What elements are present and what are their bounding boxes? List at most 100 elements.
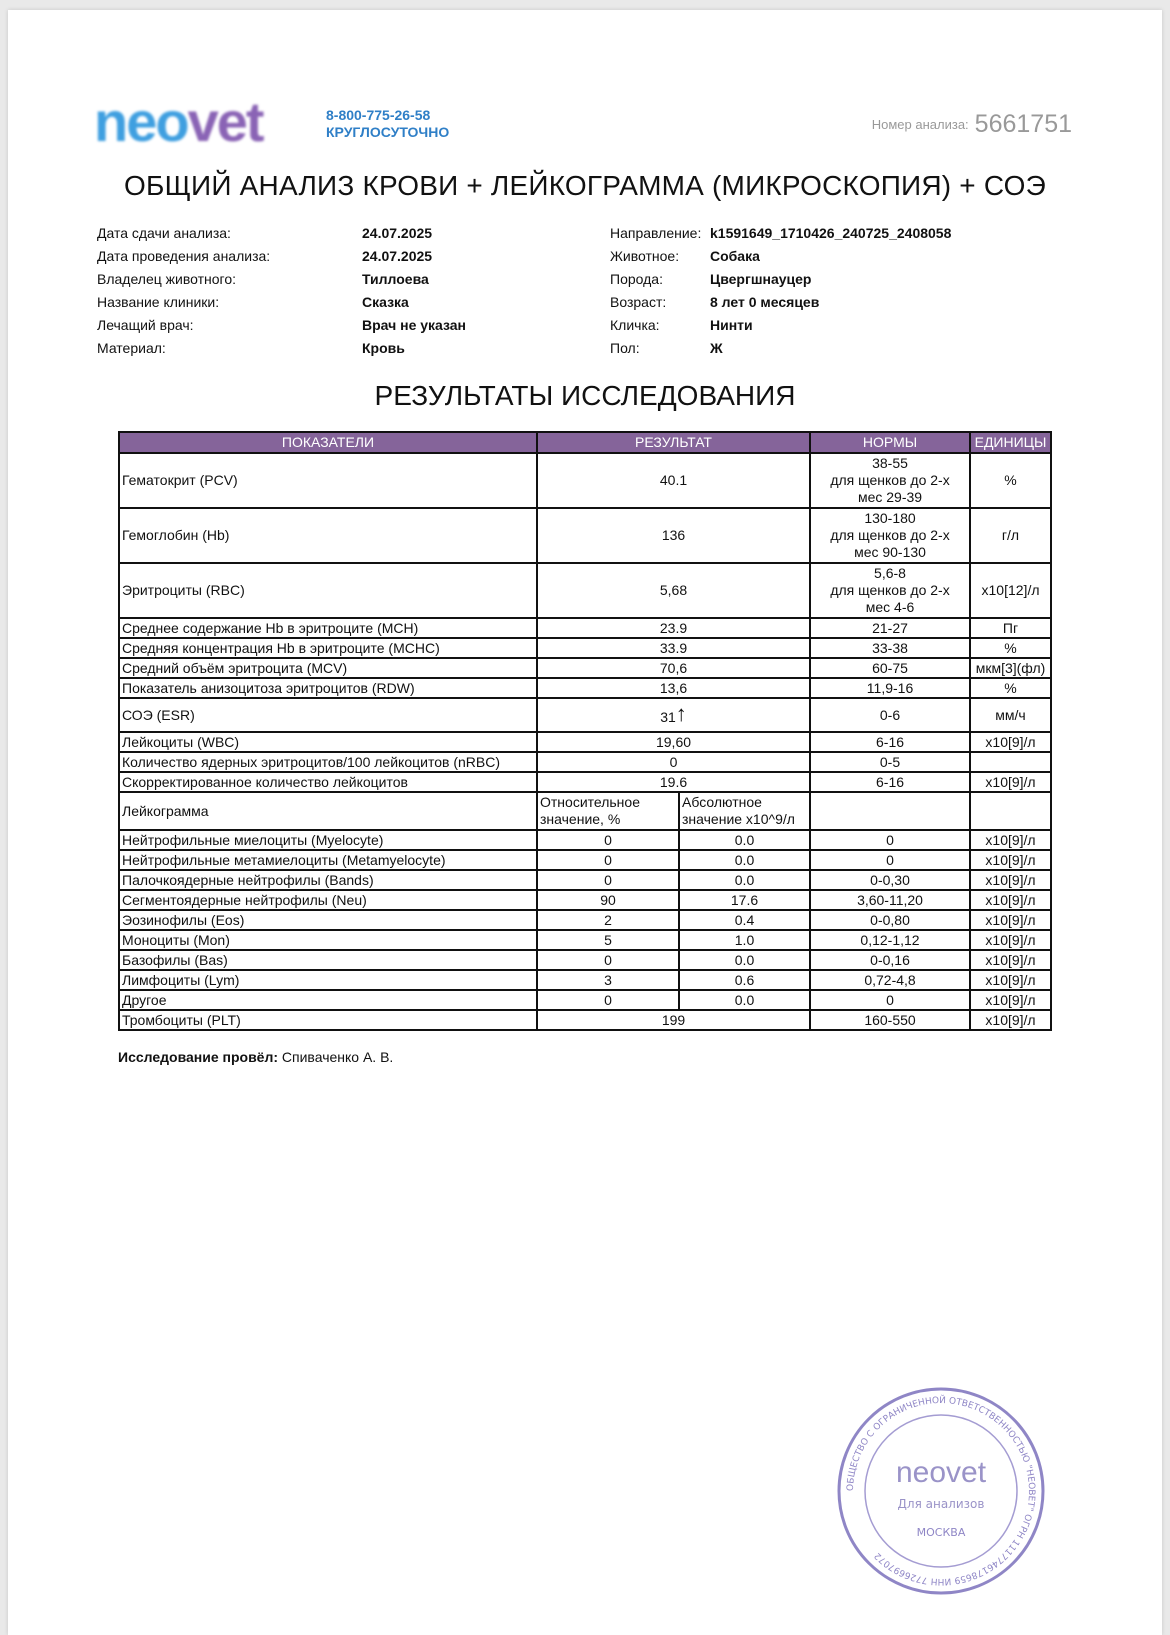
- document-title: ОБЩИЙ АНАЛИЗ КРОВИ + ЛЕЙКОГРАММА (МИКРОС…: [124, 170, 1046, 201]
- norm-line: мес 4-6: [865, 599, 915, 615]
- norm-range: 0-0,80: [809, 909, 972, 931]
- norm-range: 38-55 для щенков до 2-х мес 29-39: [809, 452, 972, 509]
- column-header: ПОКАЗАТЕЛИ: [118, 431, 538, 454]
- info-value: Тиллоева: [362, 271, 429, 287]
- absolute-value: 0.0: [677, 869, 812, 891]
- leukogram-row: Палочкоядерные нейтрофилы (Bands) 0 0.0 0-0…: [118, 869, 1053, 891]
- info-value: Цвергшнауцер: [710, 271, 812, 287]
- cell-type-name: Нейтрофильные миелоциты (Myelocyte): [118, 829, 538, 851]
- norm-range: 6-16: [809, 771, 972, 793]
- unit: x10[9]/л: [969, 849, 1053, 871]
- norm-range: 0-6: [809, 697, 972, 733]
- norm-range: 11,9-16: [809, 677, 972, 699]
- result-number: 13,6: [659, 679, 688, 696]
- neovet-logo: neovet: [94, 90, 264, 153]
- table-row: Скорректированное количество лейкоцитов 1…: [118, 771, 1053, 793]
- relative-value-header: Относительное значение, %: [536, 791, 680, 831]
- column-header: НОРМЫ: [809, 431, 972, 454]
- info-left: Дата сдачи анализа: 24.07.2025 Дата провед…: [97, 222, 466, 360]
- result-value: 40.1: [535, 452, 812, 509]
- info-row: Лечащий врач: Врач не указан: [97, 314, 466, 337]
- table-row: Тромбоциты (PLT) 199 160-550 x10[9]/л: [118, 1009, 1053, 1031]
- info-label: Направление:: [610, 225, 702, 241]
- contact-block: 8-800-775-26-58 КРУГЛОСУТОЧНО: [326, 107, 449, 141]
- table-row: Количество ядерных эритроцитов/100 лейко…: [118, 751, 1053, 773]
- unit: x10[9]/л: [969, 929, 1053, 951]
- performed-by: Исследование провёл: Спиваченко А. В.: [118, 1049, 1050, 1065]
- relative-value: 0: [536, 869, 680, 891]
- norm-range: 0,72-4,8: [809, 969, 972, 991]
- norm-line: 38-55: [872, 455, 908, 471]
- unit: x10[9]/л: [969, 909, 1053, 931]
- info-value: k1591649_1710426_240725_2408058: [710, 225, 952, 241]
- unit: x10[9]/л: [969, 869, 1053, 891]
- unit: г/л: [969, 507, 1053, 564]
- cell-type-name: Эозинофилы (Eos): [118, 909, 538, 931]
- result-value: 19.6: [535, 771, 812, 793]
- parameter-name: Гемоглобин (Hb): [118, 507, 538, 564]
- info-label: Возраст:: [610, 294, 667, 310]
- absolute-value: 1.0: [677, 929, 812, 951]
- absolute-value: 0.6: [677, 969, 812, 991]
- info-row: Материал: Кровь: [97, 337, 466, 360]
- info-row: Кличка: Нинти: [610, 314, 951, 337]
- info-right: Направление: k1591649_1710426_240725_2408…: [610, 222, 951, 360]
- performed-by-name: Спиваченко А. В.: [281, 1049, 394, 1065]
- absolute-value: 0.0: [677, 989, 812, 1011]
- results-title: РЕЗУЛЬТАТЫ ИССЛЕДОВАНИЯ: [374, 380, 796, 411]
- relative-value: 0: [536, 949, 680, 971]
- info-row: Направление: k1591649_1710426_240725_2408…: [610, 222, 951, 245]
- info-value: Нинти: [710, 317, 753, 333]
- leukogram-row: Эозинофилы (Eos) 2 0.4 0-0,80 x10[9]/л: [118, 909, 1053, 931]
- result-value: 19,60: [535, 731, 812, 753]
- norm-range: 0: [809, 989, 972, 1011]
- table-row: Средний объём эритроцита (MCV) 70,6 60-75 м…: [118, 657, 1053, 679]
- table-row: СОЭ (ESR) 31↑ 0-6 мм/ч: [118, 697, 1053, 733]
- unit: мкм[3](фл): [969, 657, 1053, 679]
- result-value: 31↑: [535, 697, 812, 733]
- info-row: Пол: Ж: [610, 337, 951, 360]
- norm-line: 130-180: [864, 510, 916, 526]
- result-number: 31: [660, 708, 676, 725]
- analysis-number-value: 5661751: [974, 110, 1072, 138]
- leukogram-row: Нейтрофильные миелоциты (Myelocyte) 0 0.0 0…: [118, 829, 1053, 851]
- parameter-name: Средняя концентрация Hb в эритроците (MC…: [118, 637, 538, 659]
- absolute-value: 0.4: [677, 909, 812, 931]
- cell-type-name: Базофилы (Bas): [118, 949, 538, 971]
- cell-type-name: Лимфоциты (Lym): [118, 969, 538, 991]
- cell-type-name: Сегментоядерные нейтрофилы (Neu): [118, 889, 538, 911]
- info-row: Название клиники: Сказка: [97, 291, 466, 314]
- info-row: Животное: Собака: [610, 245, 951, 268]
- unit: Пг: [969, 617, 1053, 639]
- results-table: ПОКАЗАТЕЛИ РЕЗУЛЬТАТ НОРМЫ ЕДИНИЦЫ Гемат…: [118, 431, 1053, 1031]
- absolute-value-header: Абсолютное значение x10^9/л: [677, 791, 812, 831]
- unit: x10[9]/л: [969, 731, 1053, 753]
- info-row: Дата проведения анализа: 24.07.2025: [97, 245, 466, 268]
- norm-line: 33-38: [872, 639, 908, 656]
- phone-number: 8-800-775-26-58: [326, 107, 431, 123]
- norm-range: 0: [809, 829, 972, 851]
- result-number: 19,60: [655, 733, 692, 750]
- company-stamp: ОБЩЕСТВО С ОГРАНИЧЕННОЙ ОТВЕТСТВЕННОСТЬЮ…: [837, 1387, 1045, 1595]
- absolute-value: 0.0: [677, 949, 812, 971]
- unit: x10[9]/л: [969, 1009, 1053, 1031]
- norm-range: 5,6-8 для щенков до 2-х мес 4-6: [809, 562, 972, 619]
- info-row: Порода: Цвергшнауцер: [610, 268, 951, 291]
- leukogram-header-row: Лейкограмма Относительное значение, % Абсо…: [118, 791, 1053, 831]
- info-label: Название клиники:: [97, 294, 220, 310]
- table-header: ПОКАЗАТЕЛИ РЕЗУЛЬТАТ НОРМЫ ЕДИНИЦЫ: [118, 431, 1053, 454]
- unit: %: [969, 677, 1053, 699]
- table-row: Гемоглобин (Hb) 136 130-180 для щенков до 2…: [118, 507, 1053, 564]
- result-value: 0: [535, 751, 812, 773]
- phone-note: КРУГЛОСУТОЧНО: [326, 124, 450, 140]
- leukogram-row: Лимфоциты (Lym) 3 0.6 0,72-4,8 x10[9]/л: [118, 969, 1053, 991]
- unit: x10[9]/л: [969, 771, 1053, 793]
- leukogram-row: Другое 0 0.0 0 x10[9]/л: [118, 989, 1053, 1011]
- leukogram-row: Моноциты (Mon) 5 1.0 0,12-1,12 x10[9]/л: [118, 929, 1053, 951]
- empty-cell: [809, 791, 972, 831]
- relative-value: 3: [536, 969, 680, 991]
- empty-cell: [969, 791, 1053, 831]
- unit: %: [969, 637, 1053, 659]
- result-value: 136: [535, 507, 812, 564]
- relative-value: 2: [536, 909, 680, 931]
